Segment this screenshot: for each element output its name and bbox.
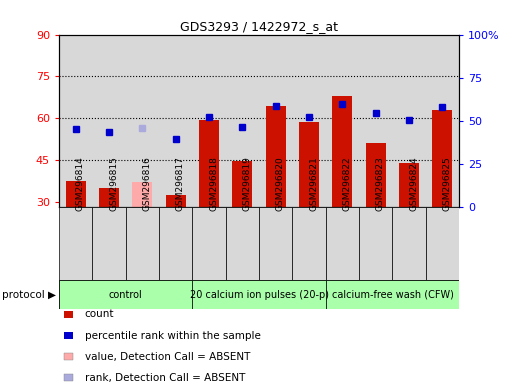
- Text: GSM296815: GSM296815: [109, 156, 118, 211]
- Bar: [366, 143, 386, 207]
- Bar: [159, 35, 192, 207]
- Text: GSM296819: GSM296819: [242, 156, 251, 211]
- Bar: [66, 181, 86, 207]
- Text: rank, Detection Call = ABSENT: rank, Detection Call = ABSENT: [85, 373, 245, 383]
- Bar: [166, 195, 186, 207]
- Bar: [192, 207, 226, 280]
- Bar: [292, 207, 326, 280]
- Bar: [226, 207, 259, 280]
- Bar: [359, 207, 392, 280]
- Text: GSM296817: GSM296817: [175, 156, 185, 211]
- Bar: [132, 182, 152, 207]
- Text: GSM296823: GSM296823: [376, 156, 385, 211]
- Text: GSM296824: GSM296824: [409, 156, 418, 211]
- Bar: [192, 280, 326, 309]
- Text: GSM296818: GSM296818: [209, 156, 218, 211]
- Bar: [159, 207, 192, 280]
- Bar: [126, 35, 159, 207]
- Bar: [92, 35, 126, 207]
- Bar: [199, 119, 219, 207]
- Bar: [326, 280, 459, 309]
- Bar: [232, 161, 252, 207]
- Text: protocol ▶: protocol ▶: [3, 290, 56, 300]
- Bar: [299, 122, 319, 207]
- Text: value, Detection Call = ABSENT: value, Detection Call = ABSENT: [85, 352, 250, 362]
- Bar: [432, 110, 452, 207]
- Bar: [59, 207, 92, 280]
- Bar: [126, 207, 159, 280]
- Text: calcium-free wash (CFW): calcium-free wash (CFW): [331, 290, 453, 300]
- Bar: [326, 35, 359, 207]
- Text: GSM296816: GSM296816: [143, 156, 151, 211]
- Bar: [399, 163, 419, 207]
- Bar: [292, 35, 326, 207]
- Bar: [92, 207, 126, 280]
- Bar: [226, 35, 259, 207]
- Bar: [259, 207, 292, 280]
- Text: percentile rank within the sample: percentile rank within the sample: [85, 331, 261, 341]
- Bar: [192, 35, 226, 207]
- Bar: [392, 207, 426, 280]
- Bar: [59, 35, 92, 207]
- Text: GSM296821: GSM296821: [309, 156, 318, 211]
- Bar: [426, 207, 459, 280]
- Text: GSM296825: GSM296825: [442, 156, 451, 211]
- Bar: [332, 96, 352, 207]
- Bar: [59, 280, 192, 309]
- Text: control: control: [109, 290, 143, 300]
- Bar: [392, 35, 426, 207]
- Text: GSM296822: GSM296822: [343, 156, 351, 211]
- Bar: [99, 188, 119, 207]
- Text: 20 calcium ion pulses (20-p): 20 calcium ion pulses (20-p): [190, 290, 328, 300]
- Bar: [359, 35, 392, 207]
- Text: count: count: [85, 310, 114, 319]
- Bar: [426, 35, 459, 207]
- Bar: [259, 35, 292, 207]
- Text: GSM296814: GSM296814: [76, 156, 85, 211]
- Text: GSM296820: GSM296820: [276, 156, 285, 211]
- Title: GDS3293 / 1422972_s_at: GDS3293 / 1422972_s_at: [180, 20, 338, 33]
- Bar: [266, 106, 286, 207]
- Bar: [326, 207, 359, 280]
